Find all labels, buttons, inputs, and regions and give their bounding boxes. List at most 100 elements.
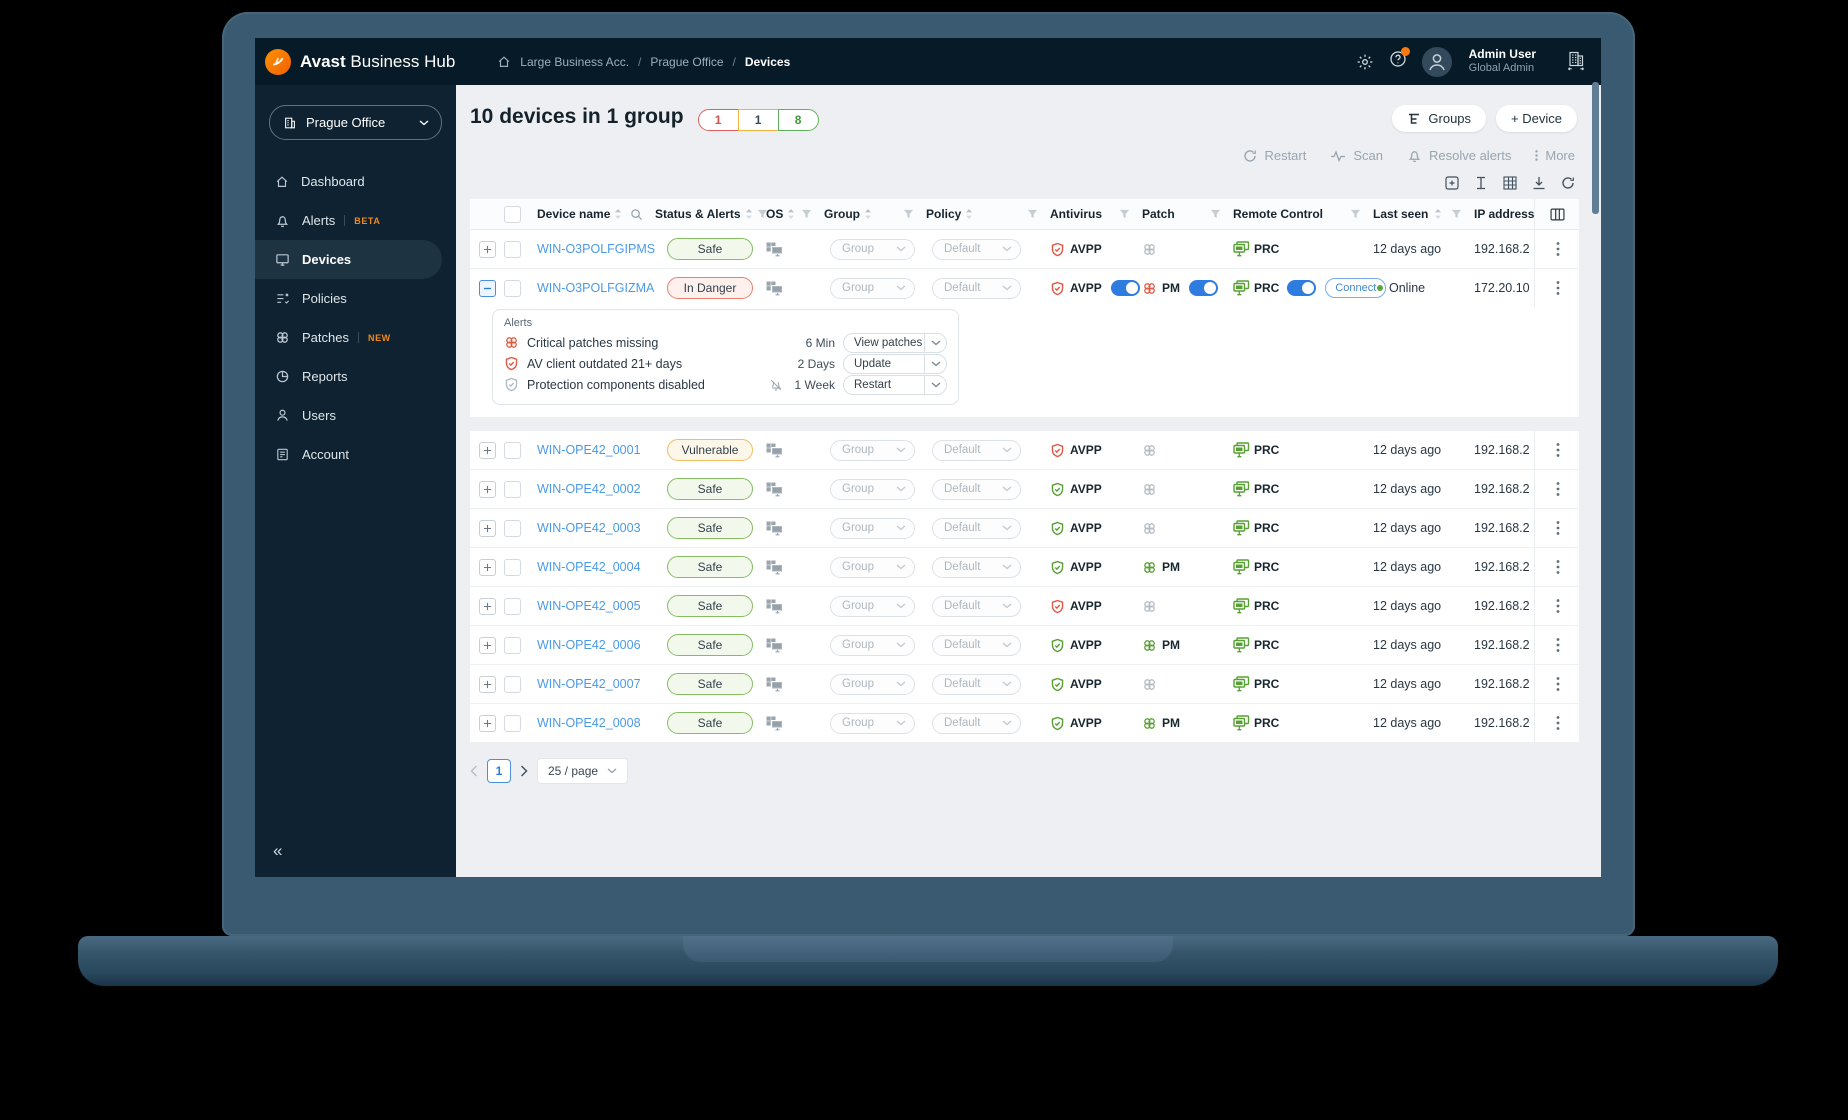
device-name-link[interactable]: WIN-OPE42_0008	[537, 716, 641, 730]
sidebar-item-alerts[interactable]: Alerts BETA	[255, 201, 456, 240]
collapse-row-button[interactable]	[478, 279, 496, 297]
filter-icon[interactable]	[1027, 209, 1038, 219]
alert-action-chevron[interactable]	[924, 333, 946, 352]
device-name-link[interactable]: WIN-O3POLFGIPMS	[537, 242, 656, 256]
policy-select[interactable]: Default	[932, 277, 1021, 299]
expand-row-button[interactable]	[478, 714, 496, 732]
search-icon[interactable]	[630, 208, 643, 221]
row-checkbox[interactable]	[504, 597, 521, 615]
device-name-link[interactable]: WIN-OPE42_0006	[537, 638, 641, 652]
sidebar-item-reports[interactable]: Reports	[255, 357, 456, 396]
page-next-icon[interactable]	[520, 765, 528, 777]
group-select[interactable]: Group	[830, 277, 915, 299]
column-header-name[interactable]: Device name	[537, 199, 655, 229]
groups-button[interactable]: Groups	[1392, 105, 1487, 132]
add-device-button[interactable]: + Device	[1496, 105, 1577, 132]
expand-row-button[interactable]	[478, 441, 496, 459]
row-checkbox[interactable]	[504, 636, 521, 654]
row-menu-icon[interactable]	[1556, 715, 1560, 731]
policy-select[interactable]: Default	[932, 712, 1021, 734]
policy-select[interactable]: Default	[932, 478, 1021, 500]
group-select[interactable]: Group	[830, 673, 915, 695]
device-name-link[interactable]: WIN-OPE42_0001	[537, 443, 641, 457]
group-select[interactable]: Group	[830, 238, 915, 260]
sidebar-collapse-button[interactable]: «	[273, 841, 283, 860]
filter-icon[interactable]	[1210, 209, 1221, 219]
row-checkbox[interactable]	[504, 240, 521, 258]
policy-select[interactable]: Default	[932, 595, 1021, 617]
refresh-icon[interactable]	[1561, 176, 1575, 190]
plusbox-icon[interactable]	[1445, 176, 1459, 190]
row-checkbox[interactable]	[504, 480, 521, 498]
row-menu-icon[interactable]	[1556, 241, 1560, 257]
breadcrumb-account[interactable]: Large Business Acc.	[520, 54, 630, 69]
antivirus-toggle[interactable]	[1110, 280, 1140, 296]
sort-icon[interactable]	[614, 208, 622, 220]
device-name-link[interactable]: WIN-OPE42_0005	[537, 599, 641, 613]
group-select[interactable]: Group	[830, 595, 915, 617]
row-checkbox[interactable]	[504, 279, 521, 297]
patch-toggle[interactable]	[1189, 280, 1218, 296]
expand-row-button[interactable]	[478, 240, 496, 258]
column-header-os[interactable]: OS	[766, 199, 824, 229]
group-select[interactable]: Group	[830, 712, 915, 734]
row-menu-icon[interactable]	[1556, 598, 1560, 614]
site-selector[interactable]: Prague Office	[269, 105, 442, 140]
sort-icon[interactable]	[965, 208, 973, 220]
row-menu-icon[interactable]	[1556, 442, 1560, 458]
sort-icon[interactable]	[787, 208, 795, 220]
policy-select[interactable]: Default	[932, 673, 1021, 695]
group-select[interactable]: Group	[830, 478, 915, 500]
sidebar-item-users[interactable]: Users	[255, 396, 456, 435]
user-info[interactable]: Admin User Global Admin	[1469, 47, 1536, 76]
restart-action[interactable]: Restart	[1243, 148, 1306, 163]
page-number-button[interactable]: 1	[487, 759, 511, 783]
row-menu-icon[interactable]	[1556, 481, 1560, 497]
filter-icon[interactable]	[1451, 209, 1462, 219]
connect-button[interactable]: Connect	[1325, 278, 1387, 298]
row-menu-icon[interactable]	[1556, 637, 1560, 653]
tablegrid-icon[interactable]	[1503, 176, 1517, 190]
row-checkbox[interactable]	[504, 558, 521, 576]
policy-select[interactable]: Default	[932, 238, 1021, 260]
filter-icon[interactable]	[757, 209, 768, 219]
sidebar-item-patches[interactable]: Patches NEW	[255, 318, 456, 357]
breadcrumb-site[interactable]: Prague Office	[650, 54, 724, 69]
group-select[interactable]: Group	[830, 439, 915, 461]
sidebar-item-devices[interactable]: Devices	[255, 240, 442, 279]
more-action[interactable]: More	[1535, 148, 1575, 163]
sort-icon[interactable]	[1434, 208, 1442, 220]
view-patches-button[interactable]: View patches	[843, 332, 947, 353]
column-header-status[interactable]: Status & Alerts	[655, 199, 768, 229]
download-icon[interactable]	[1532, 176, 1546, 190]
policy-select[interactable]: Default	[932, 556, 1021, 578]
column-header-av[interactable]: Antivirus	[1050, 199, 1142, 229]
device-name-link[interactable]: WIN-OPE42_0007	[537, 677, 641, 691]
row-menu-icon[interactable]	[1556, 280, 1560, 296]
group-select[interactable]: Group	[830, 634, 915, 656]
columns-settings-icon[interactable]	[1550, 208, 1565, 221]
row-menu-icon[interactable]	[1556, 520, 1560, 536]
device-name-link[interactable]: WIN-O3POLFGIZMA	[537, 281, 655, 295]
filter-icon[interactable]	[1350, 209, 1361, 219]
group-select[interactable]: Group	[830, 517, 915, 539]
expand-row-button[interactable]	[478, 636, 496, 654]
row-menu-icon[interactable]	[1556, 676, 1560, 692]
page-size-select[interactable]: 25 / page	[537, 758, 629, 784]
expand-row-button[interactable]	[478, 597, 496, 615]
select-all-checkbox[interactable]	[504, 205, 521, 223]
policy-select[interactable]: Default	[932, 634, 1021, 656]
sidebar-item-dashboard[interactable]: Dashboard	[255, 162, 456, 201]
help-button[interactable]	[1389, 47, 1410, 73]
row-checkbox[interactable]	[504, 519, 521, 537]
row-checkbox[interactable]	[504, 675, 521, 693]
device-name-link[interactable]: WIN-OPE42_0002	[537, 482, 641, 496]
column-header-ip[interactable]: IP address	[1474, 207, 1534, 221]
filter-icon[interactable]	[903, 209, 914, 219]
resolve-alerts-action[interactable]: Resolve alerts	[1407, 148, 1511, 163]
row-checkbox[interactable]	[504, 714, 521, 732]
textwidth-icon[interactable]	[1474, 176, 1488, 190]
scan-action[interactable]: Scan	[1330, 148, 1383, 163]
home-icon[interactable]	[497, 55, 511, 69]
user-avatar[interactable]	[1421, 46, 1452, 77]
